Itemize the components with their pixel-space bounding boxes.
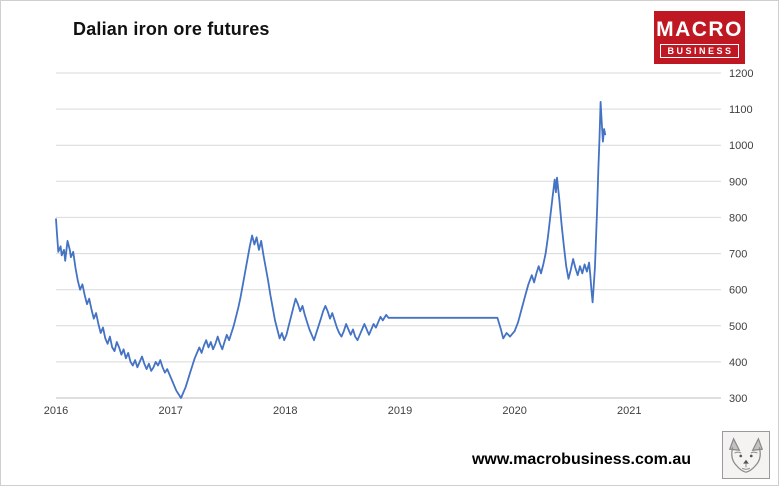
x-axis-tick-label: 2017 [158, 405, 182, 417]
y-axis-tick-label: 600 [729, 285, 747, 297]
x-axis-tick-label: 2019 [388, 405, 412, 417]
wolf-logo [722, 431, 770, 479]
y-axis-tick-label: 900 [729, 176, 747, 188]
x-axis-tick-label: 2018 [273, 405, 297, 417]
y-axis-tick-label: 300 [729, 393, 747, 405]
y-axis-tick-label: 400 [729, 357, 747, 369]
macrobusiness-logo: MACRO BUSINESS [654, 11, 745, 64]
website-url: www.macrobusiness.com.au [471, 451, 691, 468]
x-axis-tick-label: 2020 [502, 405, 526, 417]
x-axis-tick-label: 2016 [44, 405, 68, 417]
y-axis-tick-label: 800 [729, 212, 747, 224]
y-axis-tick-label: 1000 [729, 140, 753, 152]
y-axis-tick-label: 1200 [729, 68, 753, 80]
y-axis-tick-label: 700 [729, 249, 747, 261]
price-series-line [55, 101, 607, 399]
logo-text-macro: MACRO [656, 17, 743, 41]
chart-title: Dalian iron ore futures [73, 19, 270, 39]
y-axis-tick-label: 1100 [729, 104, 753, 116]
y-axis-tick-label: 500 [729, 321, 747, 333]
x-axis-tick-label: 2021 [617, 405, 641, 417]
logo-text-business: BUSINESS [660, 43, 739, 59]
wolf-icon [728, 437, 764, 473]
